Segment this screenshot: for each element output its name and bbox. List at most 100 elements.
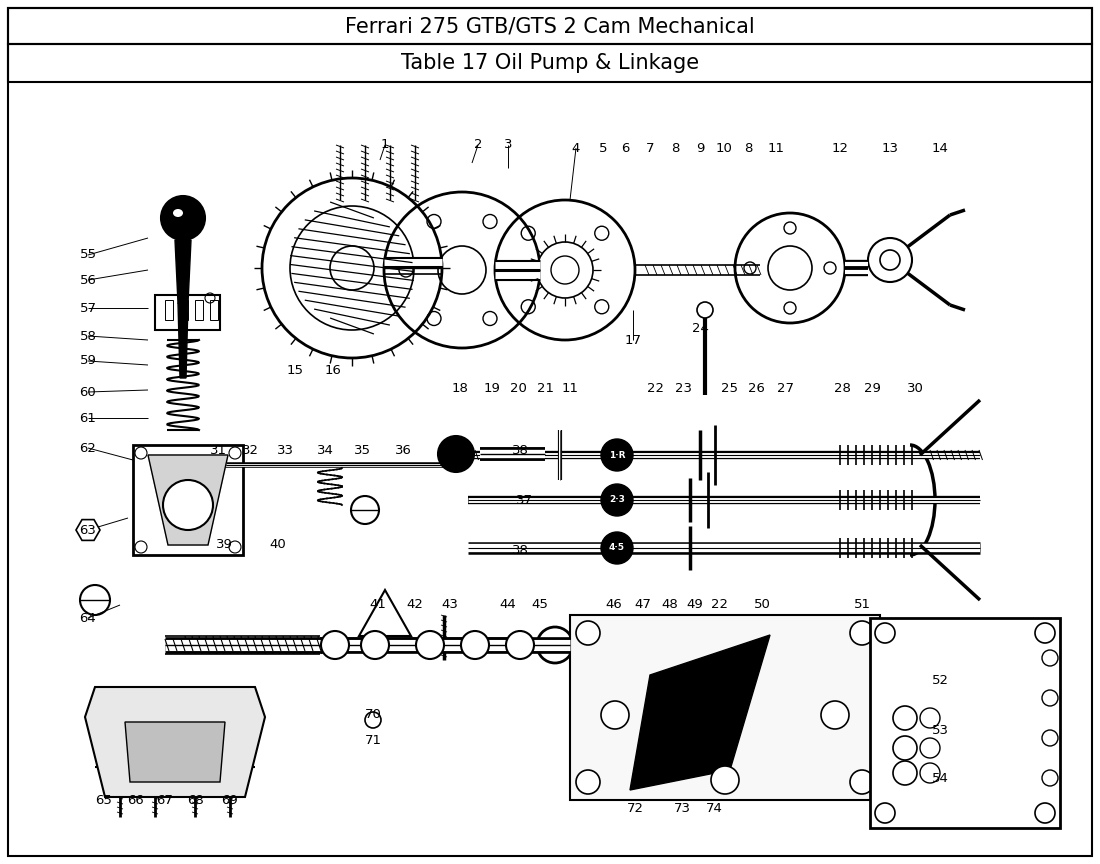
Text: 26: 26 xyxy=(748,382,764,395)
Circle shape xyxy=(1042,650,1058,666)
Text: 37: 37 xyxy=(516,493,532,506)
Circle shape xyxy=(601,701,629,729)
Text: 46: 46 xyxy=(606,598,623,611)
Circle shape xyxy=(601,484,632,516)
Circle shape xyxy=(920,708,940,728)
Circle shape xyxy=(711,766,739,794)
Circle shape xyxy=(605,447,621,463)
Circle shape xyxy=(920,738,940,758)
Circle shape xyxy=(506,631,534,659)
Text: 14: 14 xyxy=(932,142,948,155)
Circle shape xyxy=(161,196,205,240)
Text: 6: 6 xyxy=(620,142,629,155)
Circle shape xyxy=(605,492,621,508)
Text: 40: 40 xyxy=(270,538,286,551)
Text: 65: 65 xyxy=(96,793,112,806)
Circle shape xyxy=(537,627,573,663)
Text: 4·5: 4·5 xyxy=(609,543,625,552)
Circle shape xyxy=(601,532,632,564)
Bar xyxy=(8,8,1092,44)
Circle shape xyxy=(80,585,110,615)
Circle shape xyxy=(850,621,875,645)
Circle shape xyxy=(821,701,849,729)
Polygon shape xyxy=(630,635,770,790)
Text: Ferrari 275 GTB/GTS 2 Cam Mechanical: Ferrari 275 GTB/GTS 2 Cam Mechanical xyxy=(345,16,755,36)
Text: 42: 42 xyxy=(407,598,424,611)
Text: 30: 30 xyxy=(906,382,923,395)
Circle shape xyxy=(768,246,812,290)
Polygon shape xyxy=(320,638,520,652)
Text: 18: 18 xyxy=(452,382,469,395)
Ellipse shape xyxy=(173,209,183,217)
Text: 61: 61 xyxy=(79,411,97,424)
Text: 64: 64 xyxy=(79,612,97,625)
Circle shape xyxy=(601,439,632,471)
Bar xyxy=(870,618,1060,828)
Bar xyxy=(180,300,188,320)
Circle shape xyxy=(893,706,917,730)
Text: 1·R: 1·R xyxy=(608,450,625,460)
Circle shape xyxy=(893,736,917,760)
Text: 15: 15 xyxy=(286,364,304,377)
Text: 17: 17 xyxy=(625,334,641,346)
Text: 50: 50 xyxy=(754,598,770,611)
Circle shape xyxy=(351,496,380,524)
Text: 25: 25 xyxy=(722,382,738,395)
Circle shape xyxy=(1042,730,1058,746)
Text: 36: 36 xyxy=(395,443,411,456)
Text: 38: 38 xyxy=(512,443,528,456)
Bar xyxy=(133,445,243,555)
Circle shape xyxy=(576,631,604,659)
Text: 53: 53 xyxy=(932,723,948,736)
Text: 59: 59 xyxy=(79,354,97,367)
Text: 24: 24 xyxy=(692,321,708,334)
Text: 63: 63 xyxy=(79,524,97,537)
Circle shape xyxy=(537,242,593,298)
Text: 8: 8 xyxy=(671,142,679,155)
Circle shape xyxy=(920,763,940,783)
Text: 43: 43 xyxy=(441,598,459,611)
Text: 33: 33 xyxy=(276,443,294,456)
Text: 62: 62 xyxy=(79,442,97,454)
Circle shape xyxy=(697,302,713,318)
Circle shape xyxy=(610,635,630,655)
Text: 74: 74 xyxy=(705,802,723,815)
Text: 21: 21 xyxy=(537,382,553,395)
Text: 2·3: 2·3 xyxy=(609,495,625,505)
Circle shape xyxy=(874,803,895,823)
Text: 45: 45 xyxy=(531,598,549,611)
Text: 51: 51 xyxy=(854,598,870,611)
Polygon shape xyxy=(85,687,265,797)
Circle shape xyxy=(365,712,381,728)
Circle shape xyxy=(868,238,912,282)
Text: 57: 57 xyxy=(79,302,97,314)
Text: 55: 55 xyxy=(79,249,97,262)
Bar xyxy=(195,300,204,320)
Circle shape xyxy=(576,770,600,794)
Text: 1: 1 xyxy=(381,138,389,151)
Text: 27: 27 xyxy=(777,382,793,395)
Circle shape xyxy=(874,623,895,643)
Text: 71: 71 xyxy=(364,734,382,746)
Text: 22: 22 xyxy=(712,598,728,611)
Text: 20: 20 xyxy=(509,382,527,395)
Circle shape xyxy=(321,631,349,659)
Text: 48: 48 xyxy=(661,598,679,611)
Text: 68: 68 xyxy=(188,793,205,806)
Circle shape xyxy=(461,631,490,659)
Bar xyxy=(155,295,220,330)
Bar xyxy=(165,300,173,320)
Text: 7: 7 xyxy=(646,142,654,155)
Circle shape xyxy=(1042,690,1058,706)
Circle shape xyxy=(576,621,600,645)
Text: 3: 3 xyxy=(504,138,513,151)
Text: 11: 11 xyxy=(561,382,579,395)
Text: 54: 54 xyxy=(932,772,948,785)
Text: 49: 49 xyxy=(686,598,703,611)
Text: 58: 58 xyxy=(79,329,97,342)
Polygon shape xyxy=(175,240,191,303)
Polygon shape xyxy=(125,722,226,782)
Text: 38: 38 xyxy=(512,543,528,556)
Text: 9: 9 xyxy=(696,142,704,155)
Text: 28: 28 xyxy=(834,382,850,395)
